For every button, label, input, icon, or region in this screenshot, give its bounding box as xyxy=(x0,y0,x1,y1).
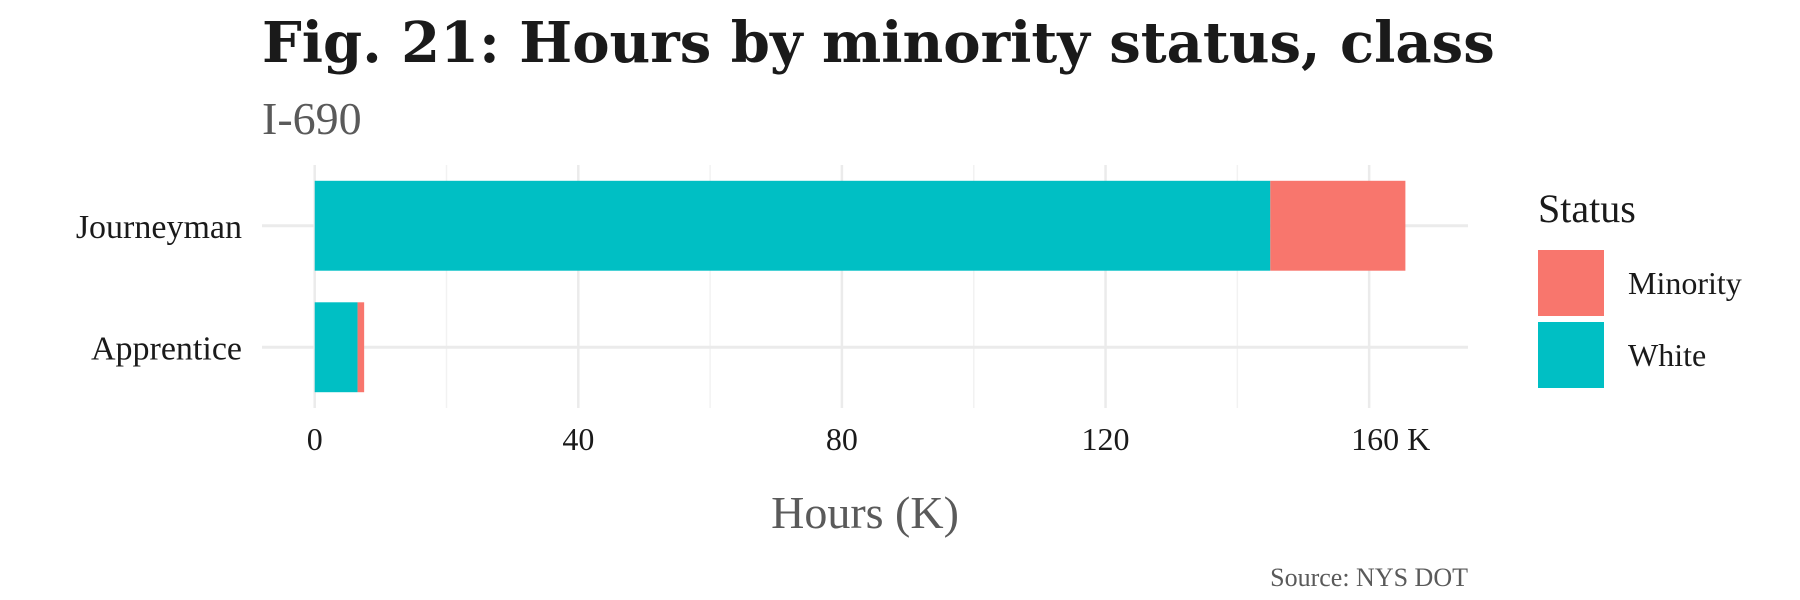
x-tick-label: 80 xyxy=(826,421,858,457)
x-tick-label: 40 xyxy=(562,421,594,457)
legend-label-white: White xyxy=(1628,337,1706,373)
bar-white-journeyman xyxy=(314,180,1271,271)
legend-label-minority: Minority xyxy=(1628,265,1742,301)
x-tick-label: 0 xyxy=(307,421,323,457)
x-axis-title: Hours (K) xyxy=(771,487,959,538)
x-tick-label: 120 xyxy=(1082,421,1130,457)
bars xyxy=(314,180,1406,393)
category-label: Journeyman xyxy=(76,209,242,246)
legend-key-white xyxy=(1538,322,1604,388)
legend-key-minority xyxy=(1538,250,1604,316)
source-caption: Source: NYS DOT xyxy=(1270,563,1468,592)
category-label: Apprentice xyxy=(91,330,242,367)
legend: Status Minority White xyxy=(1538,186,1742,388)
bar-minority-journeyman xyxy=(1270,180,1406,271)
bar-white-apprentice xyxy=(314,302,358,393)
x-tick-labels: 0 40 80 120 160 K xyxy=(307,421,1431,457)
category-labels: Journeyman Apprentice xyxy=(76,209,242,368)
x-tick-label: 160 K xyxy=(1351,421,1430,457)
chart-subtitle: I-690 xyxy=(262,93,362,144)
legend-title: Status xyxy=(1538,186,1636,231)
chart-title: Fig. 21: Hours by minority status, class xyxy=(262,10,1495,76)
bar-minority-apprentice xyxy=(357,302,365,393)
